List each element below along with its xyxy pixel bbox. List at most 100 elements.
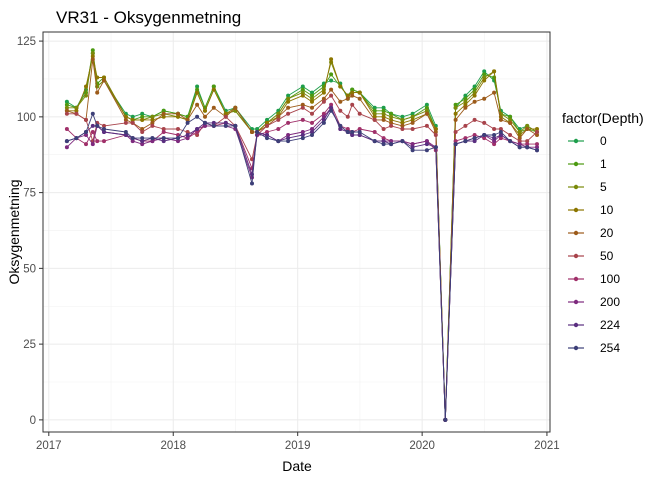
data-point-20 [233, 105, 238, 110]
data-point-100 [95, 139, 100, 144]
data-point-5 [300, 90, 305, 95]
legend-label: 224 [600, 318, 620, 332]
data-point-20 [329, 87, 334, 92]
data-point-5 [424, 108, 429, 113]
data-point-50 [286, 111, 291, 116]
data-point-224 [498, 133, 503, 137]
data-point-254 [517, 145, 522, 150]
data-point-50 [372, 117, 377, 122]
data-point-1 [508, 114, 513, 119]
data-point-200 [64, 145, 69, 150]
legend-title: factor(Depth) [562, 110, 644, 126]
data-point-224 [161, 139, 166, 144]
data-point-50 [276, 117, 281, 122]
data-point-100 [90, 130, 95, 134]
legend-item-20: 20 [568, 226, 614, 240]
data-point-100 [535, 142, 539, 147]
data-point-1 [463, 96, 468, 101]
data-point-10 [150, 117, 155, 122]
data-point-20 [482, 96, 487, 101]
data-point-254 [150, 136, 155, 141]
data-point-224 [223, 120, 228, 125]
data-point-20 [350, 93, 355, 98]
data-point-254 [300, 136, 305, 141]
y-axis: 0 25 50 75 100 125 [17, 36, 43, 427]
data-point-224 [90, 123, 95, 128]
data-point-10 [492, 69, 497, 74]
data-point-10 [350, 90, 355, 95]
data-point-50 [517, 139, 522, 144]
data-point-1 [195, 87, 200, 92]
data-point-50 [310, 111, 314, 116]
data-point-200 [185, 136, 190, 141]
data-point-100 [321, 111, 326, 116]
data-point-10 [223, 111, 228, 116]
data-point-254 [250, 181, 254, 186]
data-point-100 [492, 142, 497, 147]
data-point-50 [123, 120, 128, 125]
data-point-10 [381, 114, 386, 119]
data-point-50 [400, 127, 405, 131]
data-point-50 [321, 99, 326, 104]
data-point-200 [203, 123, 207, 128]
data-point-5 [90, 51, 95, 56]
data-point-20 [463, 105, 468, 110]
data-point-20 [95, 90, 100, 95]
data-point-254 [329, 108, 334, 113]
data-point-254 [223, 123, 228, 128]
data-point-50 [150, 123, 155, 128]
legend-item-254: 254 [568, 341, 620, 355]
data-point-100 [300, 117, 305, 122]
data-point-10 [482, 78, 487, 83]
data-point-20 [140, 127, 145, 131]
data-point-50 [492, 127, 497, 131]
data-point-20 [102, 78, 106, 83]
data-point-100 [276, 127, 281, 131]
legend-label: 5 [600, 180, 607, 194]
data-point-10 [130, 117, 135, 122]
data-point-20 [381, 117, 386, 122]
data-point-5 [508, 117, 513, 122]
data-point-254 [463, 139, 468, 144]
data-point-10 [357, 90, 362, 95]
data-point-20 [453, 117, 458, 122]
data-point-20 [123, 117, 128, 122]
data-point-20 [211, 105, 216, 110]
plot-border [42, 31, 551, 433]
data-point-50 [74, 111, 79, 116]
data-point-254 [492, 133, 497, 137]
data-point-1 [161, 108, 166, 113]
data-point-50 [482, 120, 487, 125]
data-point-254 [321, 120, 326, 125]
data-point-10 [310, 99, 314, 104]
data-point-254 [123, 130, 128, 134]
legend-item-50: 50 [568, 249, 614, 263]
data-point-50 [350, 102, 355, 107]
data-point-50 [223, 114, 228, 119]
y-tick-label: 125 [17, 36, 36, 48]
data-point-0 [424, 102, 429, 107]
data-point-10 [140, 117, 145, 122]
data-point-10 [84, 84, 88, 89]
data-point-224 [329, 105, 334, 110]
data-point-200 [90, 142, 95, 147]
legend-key-point [573, 207, 579, 213]
data-point-224 [381, 139, 386, 144]
data-point-5 [517, 130, 522, 134]
data-point-0 [300, 84, 305, 89]
data-point-0 [130, 114, 135, 119]
data-point-50 [130, 120, 135, 125]
legend: 0 1 5 10 20 50 100 200 224 254 [568, 134, 620, 355]
legend-key-point [573, 161, 579, 167]
data-point-100 [64, 127, 69, 131]
data-point-10 [535, 127, 539, 131]
data-point-5 [84, 93, 88, 98]
chart-title: VR31 - Oksygenmetning [56, 8, 241, 27]
y-tick-label: 0 [30, 415, 36, 427]
data-point-5 [286, 96, 291, 101]
legend-label: 10 [600, 203, 614, 217]
data-point-5 [150, 114, 155, 119]
data-point-224 [424, 142, 429, 147]
data-point-100 [265, 130, 269, 134]
data-point-10 [400, 120, 405, 125]
